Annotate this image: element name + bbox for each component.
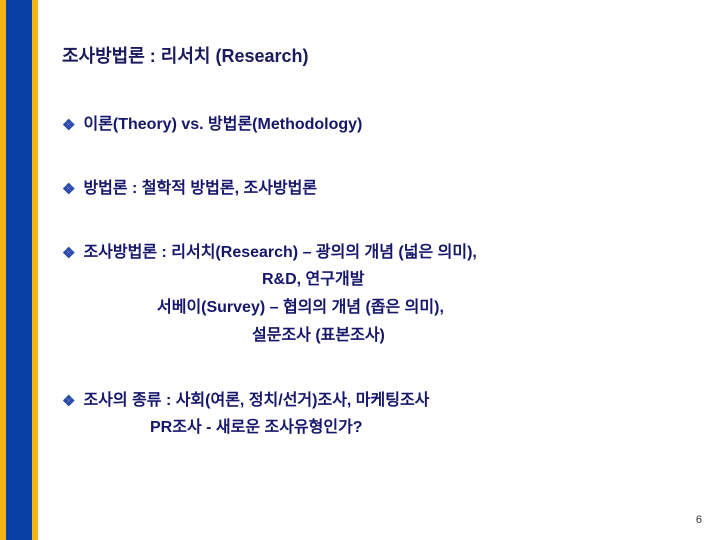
- bullet-line: ❖ 조사방법론 : 리서치(Research) – 광의의 개념 (넓은 의미),: [62, 240, 692, 266]
- slide-title: 조사방법론 : 리서치 (Research): [62, 42, 692, 68]
- bullet-subline: R&D, 연구개발: [62, 266, 692, 294]
- diamond-bullet-icon: ❖: [62, 114, 75, 138]
- bullet-line: ❖ 방법론 : 철학적 방법론, 조사방법론: [62, 176, 692, 202]
- bullet-subline: 서베이(Survey) – 협의의 개념 (좁은 의미),: [62, 294, 692, 322]
- bullet-subline: PR조사 - 새로운 조사유형인가?: [62, 414, 692, 442]
- slide-content: 조사방법론 : 리서치 (Research) ❖ 이론(Theory) vs. 방…: [62, 42, 692, 480]
- bullet-block: ❖ 방법론 : 철학적 방법론, 조사방법론: [62, 176, 692, 202]
- stripe-outer-right: [32, 0, 38, 540]
- diamond-bullet-icon: ❖: [62, 390, 75, 414]
- side-stripe: [0, 0, 38, 540]
- bullet-line: ❖ 조사의 종류 : 사회(여론, 정치/선거)조사, 마케팅조사: [62, 388, 692, 414]
- diamond-bullet-icon: ❖: [62, 242, 75, 266]
- stripe-inner: [6, 0, 32, 540]
- bullet-text: 조사의 종류 : 사회(여론, 정치/선거)조사, 마케팅조사: [83, 388, 692, 414]
- bullet-text: 방법론 : 철학적 방법론, 조사방법론: [83, 176, 692, 202]
- page-number: 6: [696, 514, 702, 526]
- bullet-subline: 설문조사 (표본조사): [62, 322, 692, 350]
- bullet-block: ❖ 조사의 종류 : 사회(여론, 정치/선거)조사, 마케팅조사PR조사 - 새…: [62, 388, 692, 442]
- diamond-bullet-icon: ❖: [62, 178, 75, 202]
- bullet-line: ❖ 이론(Theory) vs. 방법론(Methodology): [62, 112, 692, 138]
- bullet-block: ❖ 이론(Theory) vs. 방법론(Methodology): [62, 112, 692, 138]
- bullets-container: ❖ 이론(Theory) vs. 방법론(Methodology) ❖ 방법론 : 철…: [62, 112, 692, 442]
- bullet-block: ❖ 조사방법론 : 리서치(Research) – 광의의 개념 (넓은 의미),…: [62, 240, 692, 350]
- bullet-text: 조사방법론 : 리서치(Research) – 광의의 개념 (넓은 의미),: [83, 240, 692, 266]
- bullet-text: 이론(Theory) vs. 방법론(Methodology): [83, 112, 692, 138]
